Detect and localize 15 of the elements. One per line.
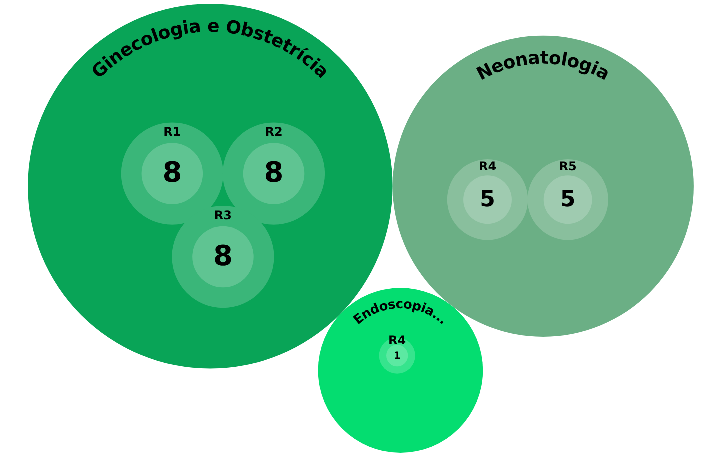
data-label: 1 bbox=[394, 350, 401, 362]
text: Endoscopia... bbox=[351, 297, 450, 328]
category-label: R4 bbox=[478, 160, 497, 174]
category-label: R4 bbox=[388, 333, 406, 348]
data-label: 5 bbox=[560, 187, 576, 212]
data-label: 5 bbox=[480, 187, 496, 212]
data-label: 8 bbox=[264, 156, 284, 190]
data-label: 8 bbox=[162, 156, 182, 190]
text: Neonatologia bbox=[474, 48, 614, 86]
category-label: R3 bbox=[214, 208, 232, 222]
data-label: 8 bbox=[213, 239, 233, 272]
category-label: R1 bbox=[164, 125, 182, 140]
category-label: R5 bbox=[559, 160, 577, 174]
text: Ginecologia e Obstetrícia bbox=[88, 16, 333, 84]
category-label: R2 bbox=[265, 125, 283, 140]
